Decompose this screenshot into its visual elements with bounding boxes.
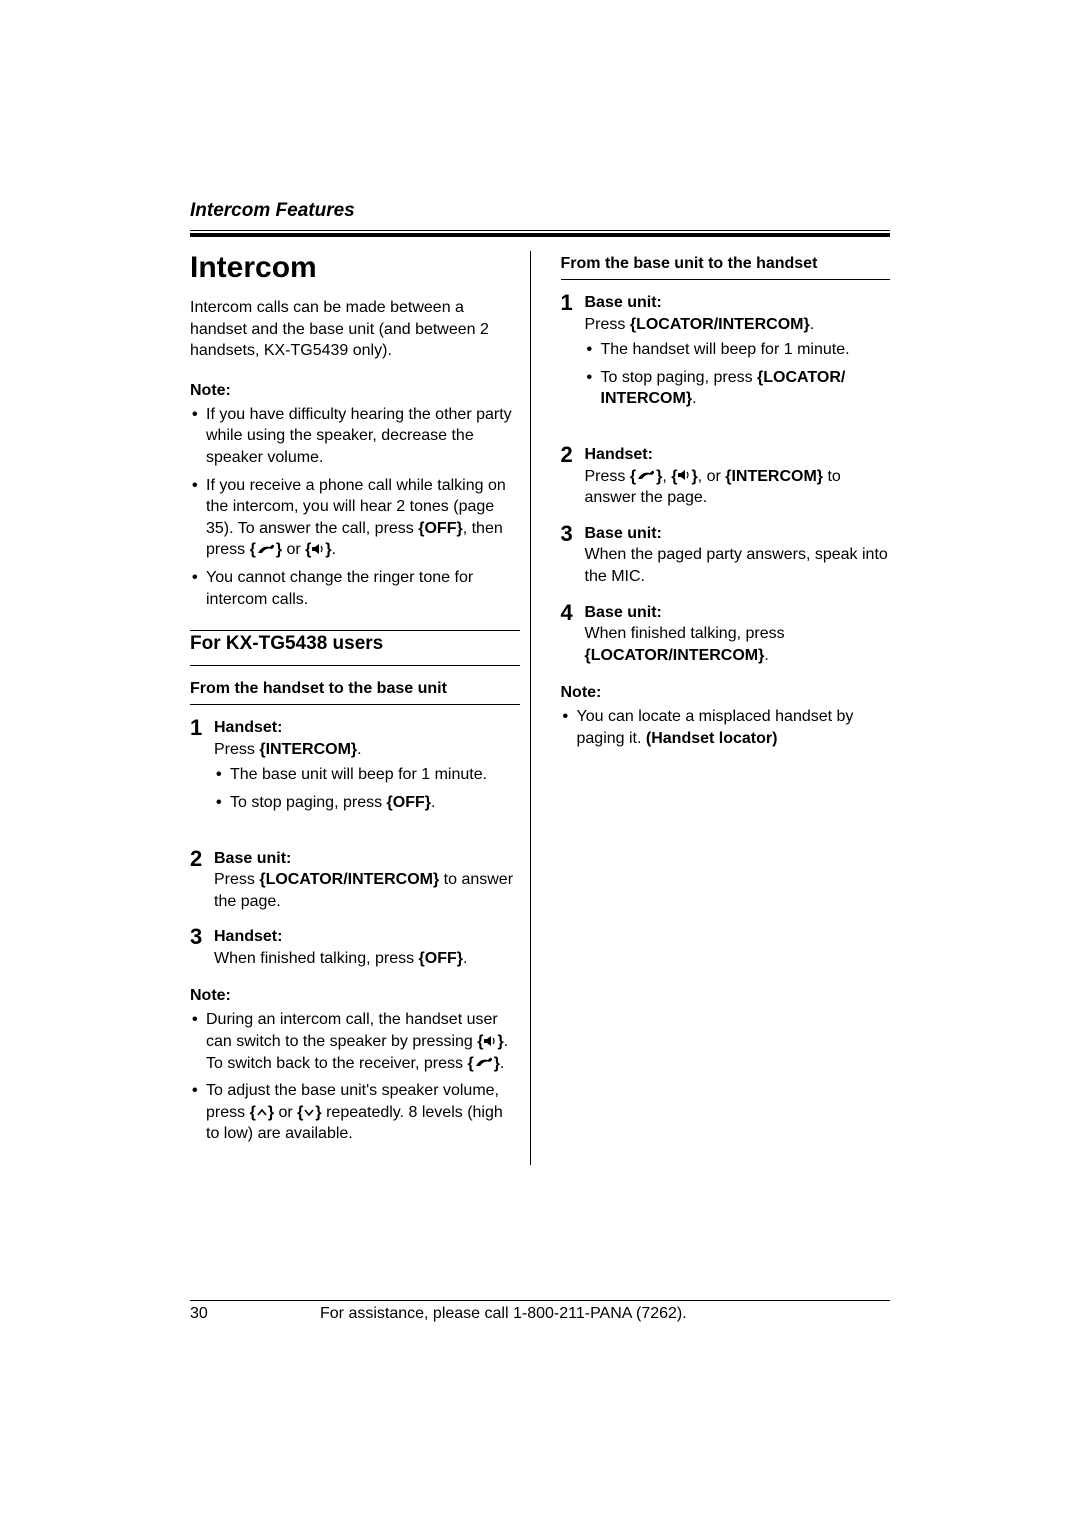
- left-column: Intercom Intercom calls can be made betw…: [190, 251, 531, 1165]
- manual-page: Intercom Features Intercom Intercom call…: [190, 200, 890, 1165]
- talk-icon: {}: [250, 541, 282, 558]
- intro-paragraph: Intercom calls can be made between a han…: [190, 297, 520, 362]
- sub-item: The handset will beep for 1 minute.: [585, 339, 891, 361]
- step-device-label: Handset:: [214, 719, 282, 736]
- intercom-button-label: {INTERCOM}: [259, 741, 357, 758]
- step-number: 3: [190, 926, 214, 969]
- up-icon: {}: [250, 1104, 274, 1121]
- section-header: Intercom Features: [190, 200, 890, 231]
- sub-item: To stop paging, press {LOCATOR/ INTERCOM…: [585, 367, 891, 410]
- note-item: To adjust the base unit's speaker volume…: [190, 1080, 520, 1145]
- two-column-layout: Intercom Intercom calls can be made betw…: [190, 251, 890, 1165]
- step-number: 3: [561, 523, 585, 588]
- step-item: 3 Handset: When finished talking, press …: [190, 926, 520, 969]
- talk-icon: {}: [630, 468, 662, 485]
- procedure-title: From the handset to the base unit: [190, 680, 520, 705]
- divider-thick: [190, 233, 890, 237]
- step-number: 2: [561, 444, 585, 509]
- off-button-label: {OFF}: [418, 520, 462, 537]
- locator-intercom-button-label: {LOCATOR/INTERCOM}: [259, 871, 439, 888]
- locator-intercom-button-label: {LOCATOR/INTERCOM}: [630, 316, 810, 333]
- note-item: You cannot change the ringer tone for in…: [190, 567, 520, 610]
- page-footer: 30 For assistance, please call 1-800-211…: [190, 1300, 890, 1323]
- note-item: During an intercom call, the handset use…: [190, 1009, 520, 1074]
- step-device-label: Handset:: [214, 928, 282, 945]
- step-number: 2: [190, 848, 214, 913]
- note-item: If you have difficulty hearing the other…: [190, 404, 520, 469]
- locator-intercom-button-label: {LOCATOR/INTERCOM}: [585, 647, 765, 664]
- step-device-label: Base unit:: [585, 525, 662, 542]
- step-item: 1 Base unit: Press {LOCATOR/INTERCOM}. T…: [561, 292, 891, 430]
- page-title: Intercom: [190, 251, 520, 285]
- step-device-label: Base unit:: [585, 294, 662, 311]
- speaker-icon: {}: [477, 1033, 503, 1050]
- sub-item: To stop paging, press {OFF}.: [214, 792, 520, 814]
- page-number: 30: [190, 1305, 320, 1323]
- off-button-label: {OFF}: [419, 950, 463, 967]
- note-heading: Note:: [190, 382, 520, 400]
- step-number: 1: [190, 717, 214, 833]
- handset-locator-label: (Handset locator): [646, 730, 778, 747]
- note-heading: Note:: [190, 987, 520, 1005]
- subsection-title: For KX-TG5438 users: [190, 633, 520, 655]
- step-item: 1 Handset: Press {INTERCOM}. The base un…: [190, 717, 520, 833]
- step-item: 2 Base unit: Press {LOCATOR/INTERCOM} to…: [190, 848, 520, 913]
- speaker-icon: {}: [671, 468, 697, 485]
- step-sublist: The handset will beep for 1 minute. To s…: [585, 339, 891, 410]
- speaker-icon: {}: [305, 541, 331, 558]
- note-item: You can locate a misplaced handset by pa…: [561, 706, 891, 749]
- procedure-title: From the base unit to the handset: [561, 255, 891, 280]
- step-number: 1: [561, 292, 585, 430]
- off-button-label: {OFF}: [387, 794, 431, 811]
- assistance-text: For assistance, please call 1-800-211-PA…: [320, 1305, 687, 1323]
- step-device-label: Base unit:: [214, 850, 291, 867]
- step-item: 4 Base unit: When finished talking, pres…: [561, 602, 891, 667]
- step-item: 2 Handset: Press {}, {}, or {INTERCOM} t…: [561, 444, 891, 509]
- notes-list: You can locate a misplaced handset by pa…: [561, 706, 891, 749]
- notes-list: If you have difficulty hearing the other…: [190, 404, 520, 610]
- step-item: 3 Base unit: When the paged party answer…: [561, 523, 891, 588]
- note-heading: Note:: [561, 684, 891, 702]
- step-device-label: Base unit:: [585, 604, 662, 621]
- note-item: If you receive a phone call while talkin…: [190, 475, 520, 561]
- step-sublist: The base unit will beep for 1 minute. To…: [214, 764, 520, 813]
- sub-item: The base unit will beep for 1 minute.: [214, 764, 520, 786]
- talk-icon: {}: [467, 1055, 499, 1072]
- procedure-steps: 1 Base unit: Press {LOCATOR/INTERCOM}. T…: [561, 292, 891, 666]
- step-device-label: Handset:: [585, 446, 653, 463]
- step-number: 4: [561, 602, 585, 667]
- subsection-header-block: For KX-TG5438 users: [190, 630, 520, 666]
- intercom-button-label: {INTERCOM}: [725, 468, 823, 485]
- right-column: From the base unit to the handset 1 Base…: [561, 251, 891, 1165]
- notes-list: During an intercom call, the handset use…: [190, 1009, 520, 1145]
- procedure-steps: 1 Handset: Press {INTERCOM}. The base un…: [190, 717, 520, 969]
- down-icon: {}: [297, 1104, 321, 1121]
